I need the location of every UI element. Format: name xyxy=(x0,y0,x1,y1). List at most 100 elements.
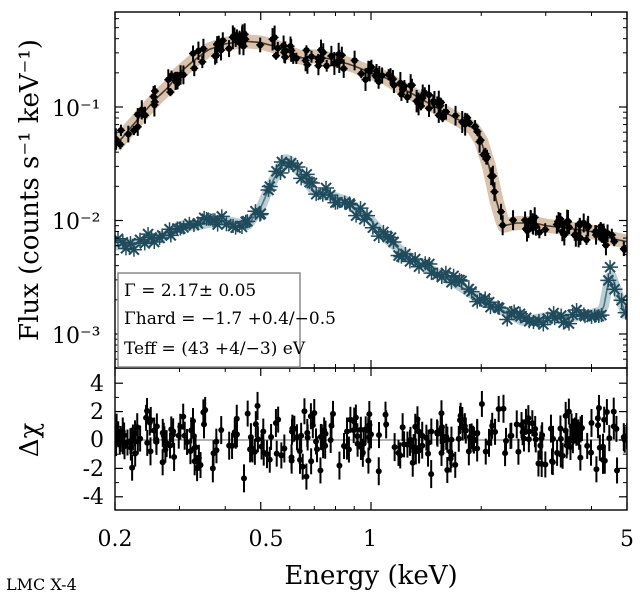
fit-parameters-box xyxy=(117,272,301,368)
residual-point xyxy=(190,418,197,425)
low-state-point xyxy=(421,256,438,271)
high-state-point xyxy=(281,49,288,56)
residual-point xyxy=(144,439,151,446)
residual-point xyxy=(288,454,295,461)
high-state-point xyxy=(621,246,627,253)
high-state-point xyxy=(141,111,149,119)
high-state-point xyxy=(174,77,181,85)
high-state-point xyxy=(117,127,125,134)
residual-point xyxy=(515,448,522,455)
high-state-point xyxy=(315,62,322,69)
high-state-point xyxy=(125,130,132,138)
high-state-point xyxy=(466,119,473,126)
residual-point xyxy=(409,459,416,466)
residual-point xyxy=(161,436,168,443)
high-state-point xyxy=(597,223,604,230)
low-state-point xyxy=(602,260,619,275)
residual-point xyxy=(502,450,509,457)
high-state-point xyxy=(488,173,495,180)
high-state-point xyxy=(373,67,380,75)
high-state-point xyxy=(308,53,315,60)
low-state-point xyxy=(322,188,339,203)
low-state-point xyxy=(252,206,269,221)
residual-point xyxy=(438,410,445,417)
residual-point xyxy=(601,416,608,423)
low-state-point xyxy=(303,176,320,191)
high-state-point xyxy=(378,72,386,79)
residual-point xyxy=(601,457,608,464)
high-state-point xyxy=(598,235,606,242)
residual-point xyxy=(128,437,135,444)
residual-point xyxy=(554,449,561,456)
residual-point xyxy=(495,405,502,412)
residual-point xyxy=(195,454,202,461)
high-state-point xyxy=(584,222,592,230)
residual-point xyxy=(613,425,620,432)
residual-point xyxy=(399,424,406,431)
residual-point xyxy=(588,419,595,426)
high-state-point xyxy=(368,63,375,71)
residual-point xyxy=(341,443,348,450)
residual-point xyxy=(278,452,285,459)
residual-point xyxy=(397,452,404,459)
high-state-point xyxy=(476,138,483,145)
residual-point xyxy=(258,443,265,450)
residual-point xyxy=(303,473,310,480)
residual-point xyxy=(254,402,261,409)
high-state-point xyxy=(399,86,407,93)
spectrum-data-points xyxy=(115,23,627,332)
residual-point xyxy=(447,448,454,455)
residual-data-points xyxy=(115,390,627,493)
residual-point xyxy=(425,450,432,457)
residual-point xyxy=(595,404,602,411)
residual-point xyxy=(549,458,556,465)
residual-point xyxy=(231,429,238,436)
high-state-point xyxy=(269,36,276,43)
residual-point xyxy=(455,435,462,442)
residual-point xyxy=(273,450,280,457)
low-state-point xyxy=(385,234,402,249)
residual-point xyxy=(218,427,225,434)
low-state-point xyxy=(213,209,230,224)
high-state-point xyxy=(225,45,233,52)
low-state-point xyxy=(336,195,353,210)
residual-point xyxy=(129,464,136,471)
high-state-point xyxy=(338,51,346,59)
residual-point xyxy=(507,433,514,440)
residual-point xyxy=(595,422,602,429)
annotation-gamma: Γ = 2.17± 0.05 xyxy=(124,281,256,301)
residual-point xyxy=(247,446,254,453)
residual-point xyxy=(584,442,591,449)
residual-point xyxy=(559,452,566,459)
high-state-point xyxy=(323,62,330,70)
residual-point xyxy=(557,425,564,432)
high-state-point xyxy=(165,76,172,83)
high-state-point xyxy=(555,220,563,228)
residual-point xyxy=(304,434,311,441)
low-state-point xyxy=(261,179,278,194)
high-state-point xyxy=(134,111,141,118)
residual-point xyxy=(289,428,296,435)
residual-point xyxy=(170,428,177,435)
residual-point xyxy=(588,449,595,456)
residual-point xyxy=(210,450,217,457)
high-state-point xyxy=(608,231,616,239)
low-state-point xyxy=(301,175,318,190)
high-state-point xyxy=(452,112,459,119)
high-state-point xyxy=(242,36,249,43)
high-state-point xyxy=(138,106,146,114)
ytick-label-1e-1: 10⁻¹ xyxy=(52,97,100,122)
source-label: LMC X-4 xyxy=(6,575,77,594)
ytick-label-res-2: 2 xyxy=(90,400,104,425)
residual-point xyxy=(357,444,364,451)
residual-point xyxy=(412,448,419,455)
residual-point xyxy=(532,436,539,443)
annotation-teff: Teff = (43 +4/−3) eV xyxy=(124,339,306,359)
high-state-point xyxy=(583,236,590,244)
residual-point xyxy=(357,426,364,433)
high-state-point xyxy=(304,61,311,68)
residual-point xyxy=(298,432,305,439)
high-state-point xyxy=(134,123,141,131)
residual-point xyxy=(159,459,166,466)
high-state-point xyxy=(167,88,174,96)
